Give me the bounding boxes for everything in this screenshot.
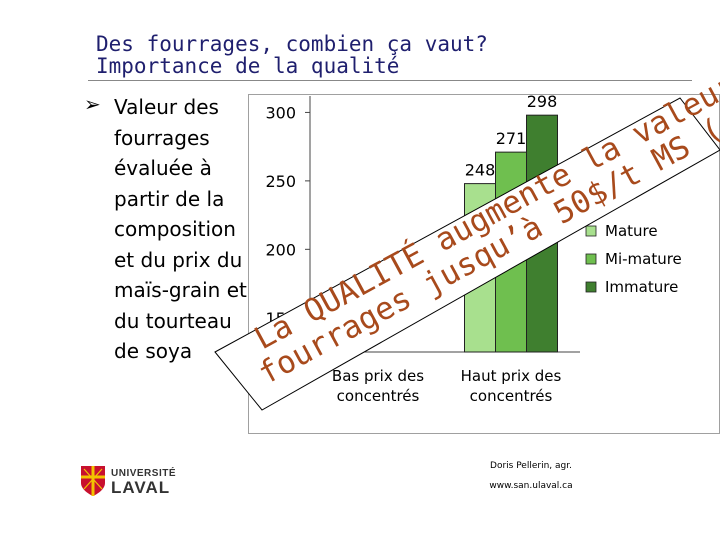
- annotation-banner: [214, 97, 720, 411]
- legend-swatch: [585, 225, 597, 237]
- bullet-arrow-icon: ➢: [84, 92, 101, 116]
- logo-line1: UNIVERSITÉ: [111, 468, 177, 479]
- bar-value-label: 271: [496, 129, 527, 148]
- university-logo-text: UNIVERSITÉ LAVAL: [111, 468, 176, 497]
- title-divider: [88, 80, 692, 81]
- legend-label: Mi-mature: [605, 250, 682, 268]
- logo-line2: LAVAL: [111, 478, 171, 497]
- bar-value-label: 298: [527, 92, 558, 111]
- y-tick-label: 200: [265, 240, 296, 259]
- credit-website: www.san.ulaval.ca: [489, 481, 573, 491]
- bar-value-label: 248: [465, 161, 496, 180]
- x-category-label: Bas prix des concentrés: [332, 367, 424, 405]
- legend-label: Mature: [605, 222, 658, 240]
- legend-swatch: [585, 281, 597, 293]
- slide-title-line1: Des fourrages, combien ça vaut?: [96, 32, 488, 56]
- credit-author: Doris Pellerin, agr.: [490, 461, 572, 471]
- bullet-text: Valeur des fourrages évaluée à partir de…: [114, 95, 247, 363]
- x-categories: Bas prix des concentrés Haut prix des conce…: [332, 367, 562, 405]
- legend-swatch: [585, 253, 597, 265]
- legend-label: Immature: [605, 278, 678, 296]
- university-shield-logo: [81, 466, 105, 496]
- x-category-label: Haut prix des concentrés: [461, 367, 562, 405]
- slide-title-line2: Importance de la qualité: [96, 54, 400, 78]
- y-tick-label: 250: [265, 172, 296, 191]
- y-ticks: 150200250300: [265, 103, 310, 328]
- y-tick-label: 300: [265, 103, 296, 122]
- legend: Mature Mi-mature Immature: [585, 222, 682, 296]
